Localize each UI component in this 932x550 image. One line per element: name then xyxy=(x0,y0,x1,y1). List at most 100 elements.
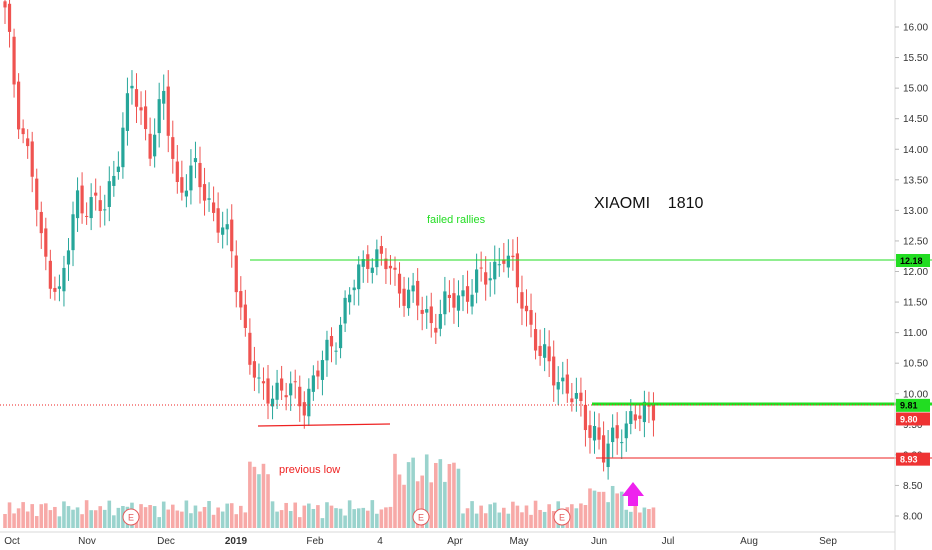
drawings-layer xyxy=(0,259,932,506)
volume-bar xyxy=(338,508,343,528)
x-tick-label: Aug xyxy=(740,536,758,547)
volume-bar xyxy=(619,491,624,528)
volume-bar xyxy=(438,459,443,528)
volume-bar xyxy=(7,502,12,528)
candle-body xyxy=(588,425,592,438)
volume-bar xyxy=(170,504,175,528)
candle-body xyxy=(574,393,578,399)
candle-body xyxy=(624,423,628,439)
y-tick-label: 14.00 xyxy=(903,145,928,156)
candle-body xyxy=(134,89,139,107)
volume-bar xyxy=(89,510,93,528)
volume-bar xyxy=(34,516,39,528)
price-tags: 12.18 9.81 9.80 8.93 xyxy=(896,253,930,466)
y-tick-label: 12.50 xyxy=(903,236,928,247)
candle-body xyxy=(293,381,297,383)
svg-text:E: E xyxy=(559,513,565,523)
candle-body xyxy=(470,294,474,307)
candle-body xyxy=(393,267,397,270)
volume-bar xyxy=(529,514,533,528)
volume-bar xyxy=(647,509,651,528)
candle-body xyxy=(225,224,229,230)
candle-body xyxy=(85,215,89,217)
volume-bar xyxy=(497,512,502,528)
earnings-marker[interactable]: E xyxy=(122,508,140,526)
volume-bar xyxy=(375,513,379,528)
volume-bar xyxy=(152,506,157,528)
candle-body xyxy=(620,442,624,444)
candle-body xyxy=(592,425,597,441)
candle-body xyxy=(94,192,98,196)
candle-body xyxy=(53,287,57,292)
candle-body xyxy=(465,286,470,302)
volume-bar xyxy=(642,507,647,528)
earnings-marker[interactable]: E xyxy=(412,508,430,526)
volume-bar xyxy=(628,511,633,528)
candle-body xyxy=(583,404,588,431)
candle-body xyxy=(601,435,606,463)
candle-body xyxy=(270,398,275,407)
previous-low-line[interactable] xyxy=(257,423,391,427)
volume-bar xyxy=(624,509,629,528)
candle-body xyxy=(107,181,111,207)
volume-bar xyxy=(297,517,302,528)
volume-bar xyxy=(207,501,211,528)
y-tick-label: 10.50 xyxy=(903,359,928,370)
candle-body xyxy=(520,292,524,309)
volume-bar xyxy=(633,500,638,528)
candle-body xyxy=(343,297,347,324)
candle-body xyxy=(21,128,25,135)
candle-body xyxy=(298,386,302,407)
volume-bar xyxy=(533,500,538,528)
volume-bar xyxy=(180,511,184,528)
candle-body xyxy=(302,402,306,416)
candle-body xyxy=(48,260,52,289)
volume-bar xyxy=(361,507,366,528)
candle-body xyxy=(30,141,34,177)
candle-body xyxy=(57,286,62,289)
candle-body xyxy=(198,162,202,188)
volume-bar xyxy=(456,468,461,528)
y-tick-label: 13.50 xyxy=(903,175,928,186)
candle-body xyxy=(3,1,7,8)
volume-bar xyxy=(638,512,642,528)
x-tick-label: Jul xyxy=(662,536,675,547)
x-tick-label: Feb xyxy=(306,536,324,547)
volume-bar xyxy=(402,484,406,528)
volume-bar xyxy=(583,505,588,528)
volume-bar xyxy=(184,500,189,528)
candle-body xyxy=(425,309,429,313)
candle-body xyxy=(357,264,361,290)
volume-bar xyxy=(229,503,234,528)
volume-bar xyxy=(524,505,529,528)
volume-bar xyxy=(588,488,592,528)
candle-body xyxy=(379,246,383,254)
candle-body xyxy=(153,134,157,157)
candle-body xyxy=(143,106,148,130)
candle-body xyxy=(139,107,143,111)
volume-bar xyxy=(542,511,547,528)
volume-bar xyxy=(234,514,239,528)
candle-body xyxy=(175,161,179,183)
price-tag: 8.93 xyxy=(896,452,930,466)
candle-body xyxy=(284,395,288,398)
candle-body xyxy=(397,273,402,294)
earnings-marker[interactable]: E xyxy=(553,508,571,526)
candle-body xyxy=(484,272,488,285)
candle-body xyxy=(7,3,12,32)
candle-body xyxy=(193,158,198,163)
magenta-arrow-icon xyxy=(622,482,644,506)
candle-body xyxy=(570,398,574,403)
failed-rallies-label: failed rallies xyxy=(427,214,486,226)
candle-body xyxy=(370,267,374,273)
volume-bar xyxy=(166,509,171,528)
volume-bar xyxy=(420,475,424,528)
volume-bar xyxy=(270,501,275,528)
candle-body xyxy=(488,278,492,281)
volume-bar xyxy=(175,510,180,528)
svg-text:9.81: 9.81 xyxy=(900,401,918,411)
candle-body xyxy=(497,264,501,266)
candle-body xyxy=(456,295,461,311)
volume-bar xyxy=(220,511,225,528)
